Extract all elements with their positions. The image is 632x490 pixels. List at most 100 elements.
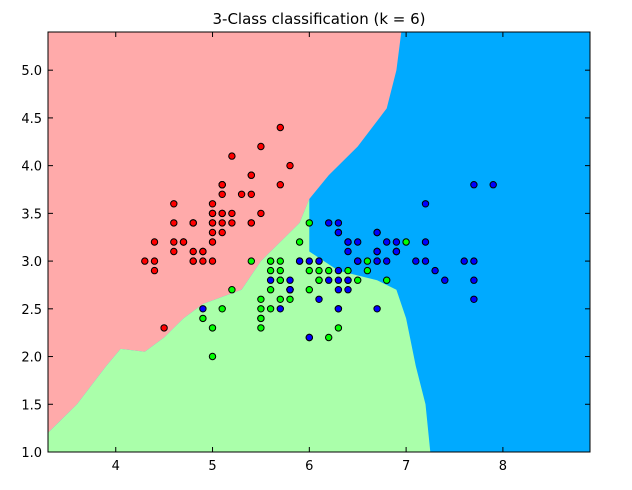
- data-point-class-2: [334, 266, 343, 275]
- data-point-class-2: [266, 276, 275, 284]
- data-point-class-2: [334, 228, 343, 237]
- data-point-class-0: [208, 257, 217, 265]
- data-points: [141, 123, 497, 361]
- data-point-class-0: [286, 161, 294, 170]
- data-point-class-0: [257, 142, 265, 151]
- data-point-class-0: [208, 209, 217, 218]
- data-point-class-0: [218, 228, 226, 237]
- data-point-class-0: [199, 257, 207, 265]
- data-point-class-0: [189, 247, 197, 256]
- data-point-class-0: [228, 152, 236, 160]
- data-point-class-2: [315, 295, 323, 303]
- plot-frame: [47, 31, 591, 453]
- data-point-class-2: [325, 219, 333, 227]
- data-point-class-1: [247, 257, 256, 265]
- data-point-class-1: [276, 257, 284, 265]
- data-point-class-2: [373, 257, 381, 265]
- data-point-class-1: [334, 324, 343, 332]
- data-point-class-0: [208, 200, 217, 208]
- data-point-class-1: [363, 266, 372, 275]
- data-point-class-0: [237, 190, 246, 199]
- axis-ticks: 4 5 6 7 8 1.0 1.5 2.0 2.5 3.0 3.5 4.0 4.5 5.0: [21, 32, 590, 474]
- y-tick-label: 3.5: [21, 207, 42, 222]
- data-point-class-0: [179, 238, 188, 246]
- y-tick-label: 1.0: [21, 446, 42, 461]
- data-point-class-1: [266, 286, 275, 294]
- data-point-class-0: [218, 190, 226, 199]
- region-class-1: [48, 199, 431, 452]
- data-point-class-2: [344, 286, 352, 294]
- data-point-class-1: [344, 266, 352, 275]
- data-point-class-2: [373, 305, 381, 313]
- data-point-class-2: [334, 219, 343, 227]
- data-point-class-2: [286, 286, 294, 294]
- data-point-class-0: [208, 219, 217, 227]
- data-point-class-2: [412, 257, 420, 265]
- data-point-class-2: [354, 238, 362, 246]
- data-point-class-1: [208, 324, 217, 332]
- data-point-class-0: [170, 219, 178, 227]
- y-tick-label: 4.0: [21, 160, 42, 175]
- data-point-class-2: [470, 181, 478, 189]
- data-point-class-2: [470, 295, 478, 303]
- data-point-class-0: [189, 257, 197, 265]
- data-point-class-0: [247, 219, 256, 227]
- x-tick-label: 4: [112, 459, 120, 474]
- data-point-class-2: [470, 257, 478, 265]
- data-point-class-2: [421, 238, 430, 246]
- data-point-class-2: [286, 276, 294, 284]
- data-point-class-2: [421, 257, 430, 265]
- data-point-class-2: [344, 238, 352, 246]
- data-point-class-1: [208, 352, 217, 361]
- x-tick-label: 8: [499, 459, 507, 474]
- data-point-class-1: [266, 266, 275, 275]
- data-point-class-0: [276, 181, 284, 189]
- data-point-class-0: [247, 171, 256, 179]
- data-point-class-1: [228, 286, 236, 294]
- data-point-class-1: [325, 266, 333, 275]
- data-point-class-1: [218, 305, 226, 313]
- data-point-class-1: [257, 305, 265, 313]
- data-point-class-2: [354, 257, 362, 265]
- data-point-class-1: [257, 295, 265, 303]
- data-point-class-1: [295, 238, 304, 246]
- data-point-class-2: [276, 305, 284, 313]
- data-point-class-2: [373, 247, 381, 256]
- x-tick-label: 6: [305, 459, 313, 474]
- data-point-class-2: [305, 333, 313, 342]
- data-point-class-1: [363, 257, 372, 265]
- data-point-class-0: [218, 181, 226, 189]
- data-point-class-2: [295, 257, 304, 265]
- data-point-class-0: [228, 209, 236, 218]
- data-point-class-1: [402, 238, 410, 246]
- data-point-class-2: [383, 238, 391, 246]
- data-point-class-2: [460, 257, 468, 265]
- data-point-class-0: [247, 190, 256, 199]
- y-tick-label: 5.0: [21, 64, 42, 79]
- data-point-class-0: [160, 324, 168, 332]
- data-point-class-0: [189, 219, 197, 227]
- y-tick-label: 1.5: [21, 398, 42, 413]
- data-point-class-0: [141, 257, 149, 265]
- decision-regions: [48, 32, 590, 452]
- data-point-class-1: [315, 266, 323, 275]
- data-point-class-0: [170, 238, 178, 246]
- data-point-class-1: [315, 276, 323, 284]
- data-point-class-0: [218, 209, 226, 218]
- data-point-class-2: [334, 305, 343, 313]
- data-point-class-2: [392, 247, 401, 256]
- data-point-class-2: [334, 276, 343, 284]
- x-tick-label: 7: [402, 459, 410, 474]
- data-point-class-1: [276, 295, 284, 303]
- y-tick-label: 3.0: [21, 255, 42, 270]
- data-point-class-0: [208, 238, 217, 246]
- data-point-class-2: [373, 228, 381, 237]
- data-point-class-2: [199, 305, 207, 313]
- data-point-class-0: [150, 266, 159, 275]
- data-point-class-1: [305, 286, 313, 294]
- data-point-class-1: [276, 266, 284, 275]
- data-point-class-2: [305, 257, 313, 265]
- data-point-class-0: [218, 219, 226, 227]
- data-point-class-0: [170, 247, 178, 256]
